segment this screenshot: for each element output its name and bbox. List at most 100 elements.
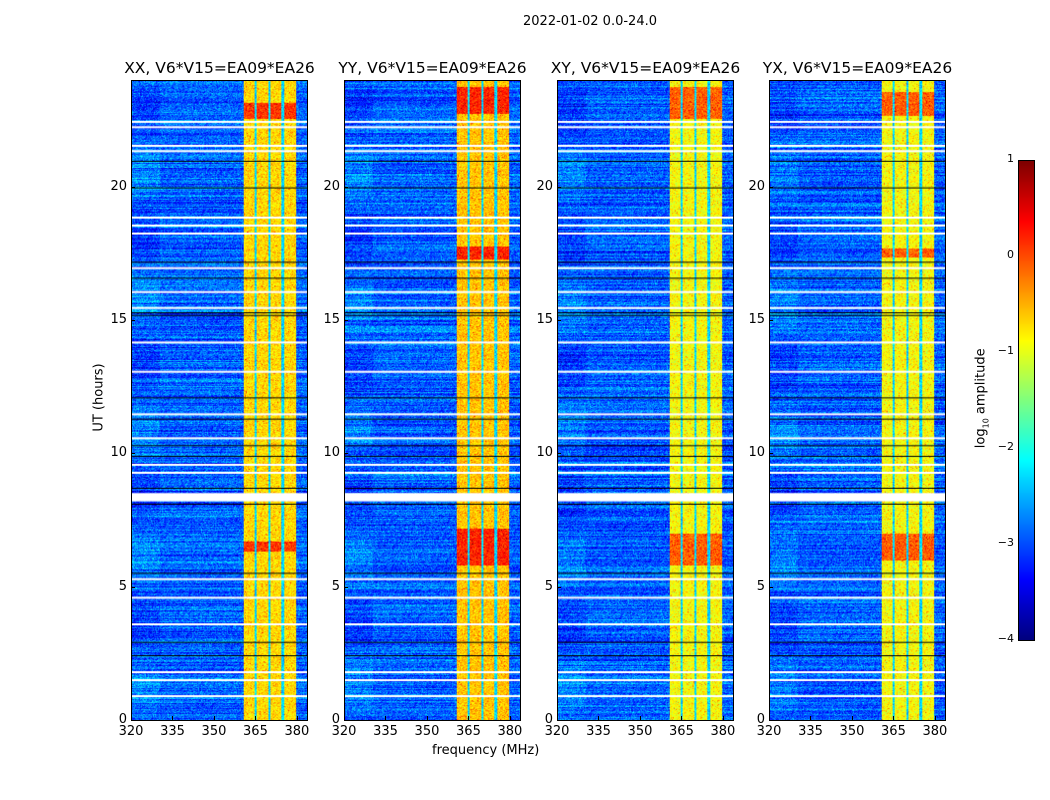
x-tick-label: 335 [798,724,823,739]
x-tick-mark [893,716,895,720]
y-tick-label: 20 [536,178,553,194]
x-tick-mark [769,716,770,720]
x-tick-mark [598,716,600,720]
x-tick-mark [131,716,132,720]
x-tick-mark [426,716,428,720]
y-tick-label: 20 [110,178,127,194]
y-tick-label: 5 [118,578,127,594]
y-tick-mark [344,720,348,721]
y-tick-label: 10 [110,445,127,461]
x-tick-label: 335 [160,724,185,739]
colorbar-tick-label: −3 [997,536,1014,549]
y-tick-label: 10 [536,445,553,461]
x-tick-label: 350 [414,724,440,739]
y-tick-mark [131,586,135,588]
y-tick-mark [557,186,561,188]
panel-title: XX, V6*V15=EA09*EA26 [124,59,315,77]
x-tick-label: 320 [118,724,144,739]
y-tick-mark [769,453,773,455]
panel-title: XY, V6*V15=EA09*EA26 [550,59,741,77]
x-tick-label: 320 [756,724,782,739]
y-tick-mark [131,186,135,188]
y-tick-label: 20 [748,178,765,194]
y-tick-label: 15 [536,312,553,327]
x-tick-mark [851,716,853,720]
x-axis-label: frequency (MHz) [432,743,540,758]
x-tick-label: 335 [586,724,611,739]
x-tick-label: 350 [839,724,865,739]
x-tick-mark [810,716,812,720]
y-tick-label: 0 [331,712,340,727]
x-tick-mark [509,716,511,720]
x-tick-mark [468,716,470,720]
x-tick-mark [296,716,298,720]
x-tick-mark [934,716,936,720]
panel-title: YY, V6*V15=EA09*EA26 [338,59,527,77]
y-tick-label: 5 [331,578,340,594]
y-tick-mark [131,720,135,721]
y-tick-mark [131,320,135,321]
y-axis-label: UT (hours) [91,363,107,432]
colorbar [1018,160,1035,641]
x-tick-mark [385,716,387,720]
y-tick-mark [557,320,561,321]
heatmap-panel [557,80,734,721]
y-tick-mark [769,320,773,321]
x-tick-mark [722,716,724,720]
x-tick-label: 350 [201,724,227,739]
y-tick-mark [557,720,561,721]
y-tick-label: 0 [544,712,553,727]
x-tick-label: 365 [881,724,906,739]
y-tick-mark [557,453,561,455]
heatmap-panel [769,80,946,721]
x-tick-label: 380 [284,724,310,739]
x-tick-label: 365 [243,724,268,739]
y-tick-mark [769,586,773,588]
x-tick-label: 365 [456,724,481,739]
colorbar-tick-label: 1 [1007,152,1014,165]
y-tick-label: 5 [544,578,553,594]
y-tick-mark [131,453,135,455]
heatmap-panel [131,80,308,721]
x-tick-mark [172,716,174,720]
x-tick-mark [557,716,558,720]
x-tick-label: 380 [710,724,736,739]
y-tick-label: 15 [323,312,340,327]
y-tick-label: 10 [323,445,340,461]
colorbar-tick-label: −4 [997,632,1014,645]
panel-title: YX, V6*V15=EA09*EA26 [762,59,953,77]
x-tick-mark [213,716,215,720]
y-tick-label: 0 [118,712,127,727]
y-tick-mark [769,186,773,188]
x-tick-mark [344,716,345,720]
y-tick-mark [344,586,348,588]
y-tick-label: 0 [756,712,765,727]
x-tick-label: 320 [331,724,357,739]
y-tick-label: 5 [756,578,765,594]
y-tick-label: 10 [748,445,765,461]
y-tick-mark [769,720,773,721]
y-tick-mark [557,586,561,588]
figure-title: 2022-01-02 0.0-24.0 [523,14,657,29]
y-tick-label: 15 [748,312,765,327]
heatmap-panel [344,80,521,721]
x-tick-mark [681,716,683,720]
colorbar-label: log10 amplitude [973,348,991,449]
x-tick-label: 335 [373,724,398,739]
x-tick-mark [255,716,257,720]
colorbar-tick-label: −2 [997,440,1014,453]
x-tick-label: 380 [922,724,948,739]
x-tick-label: 380 [497,724,523,739]
y-tick-label: 15 [110,312,127,327]
y-tick-mark [344,320,348,321]
colorbar-tick-label: 0 [1007,248,1014,261]
colorbar-tick-label: −1 [997,344,1014,357]
y-tick-mark [344,186,348,188]
x-tick-label: 350 [627,724,653,739]
x-tick-mark [639,716,641,720]
y-tick-label: 20 [323,178,340,194]
x-tick-label: 365 [669,724,694,739]
y-tick-mark [344,453,348,455]
x-tick-label: 320 [544,724,570,739]
